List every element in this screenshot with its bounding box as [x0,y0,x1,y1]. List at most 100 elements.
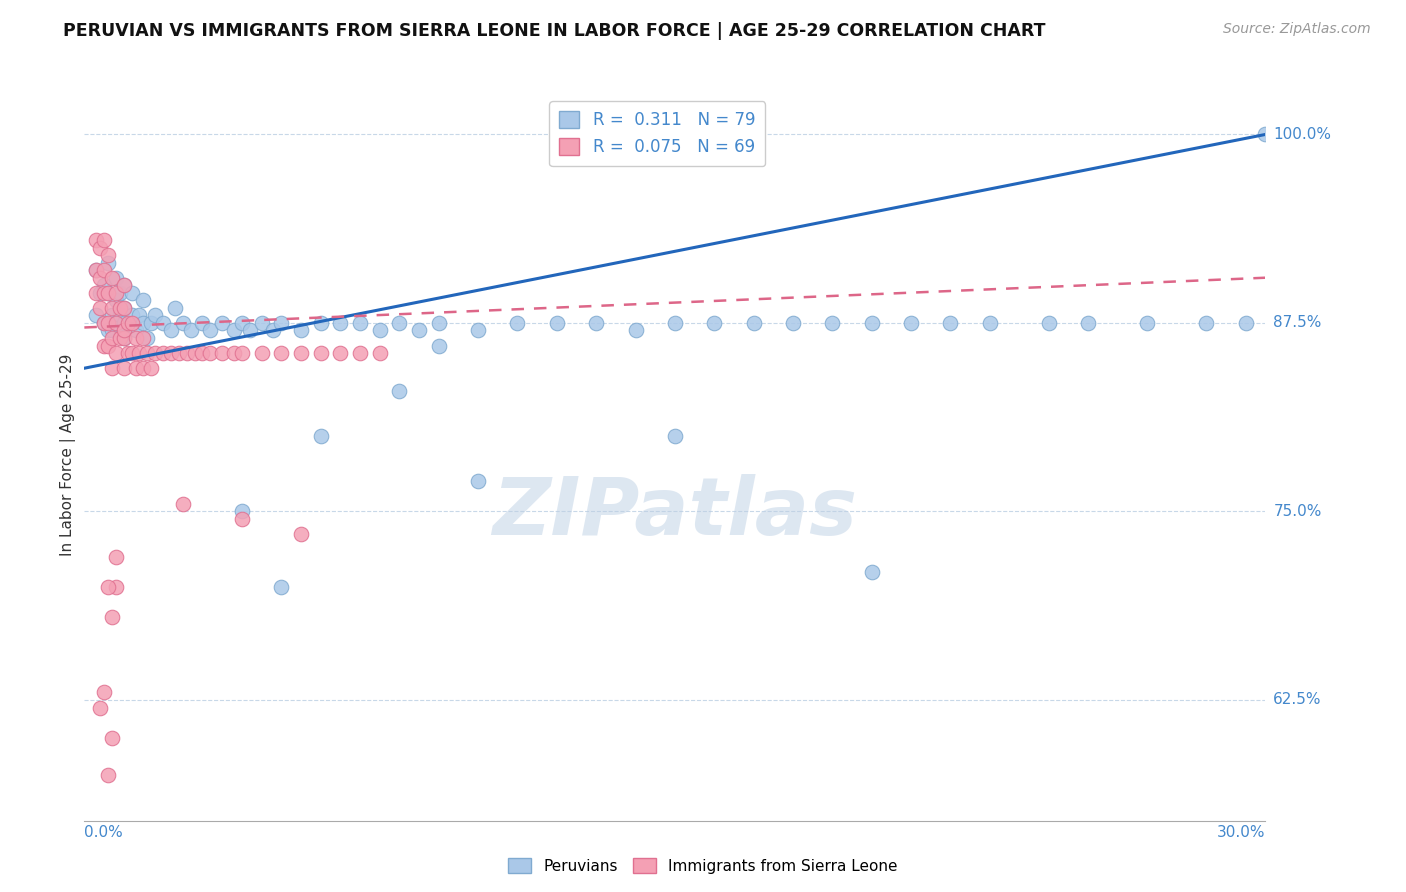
Point [89,270,111,285]
Point [703,316,725,330]
Point [101,324,124,338]
Point [191,316,214,330]
Point [97,338,120,352]
Point [89,301,111,315]
Point [112,331,135,345]
Point [117,316,139,330]
Point [124,324,146,338]
Point [112,361,135,376]
Point [368,346,391,360]
Point [467,475,489,489]
Point [231,504,253,518]
Point [104,549,127,564]
Point [121,309,143,323]
Text: 87.5%: 87.5% [1274,316,1322,330]
Point [222,324,245,338]
Point [585,316,607,330]
Point [270,346,292,360]
Point [97,285,120,300]
Point [121,285,143,300]
Point [408,324,430,338]
Y-axis label: In Labor Force | Age 25-29: In Labor Force | Age 25-29 [60,354,76,556]
Point [101,331,124,345]
Point [112,278,135,293]
Point [97,285,120,300]
Legend: Peruvians, Immigrants from Sierra Leone: Peruvians, Immigrants from Sierra Leone [502,852,904,880]
Point [89,700,111,714]
Point [141,361,163,376]
Text: 75.0%: 75.0% [1274,504,1322,519]
Point [1038,316,1060,330]
Point [200,346,222,360]
Point [108,309,131,323]
Point [136,346,159,360]
Point [112,331,135,345]
Point [101,301,124,315]
Point [143,309,166,323]
Point [93,263,115,277]
Point [124,361,146,376]
Point [152,346,174,360]
Point [108,331,131,345]
Point [97,324,120,338]
Point [117,346,139,360]
Point [211,346,233,360]
Point [104,270,127,285]
Point [1254,128,1277,142]
Point [112,301,135,315]
Point [112,324,135,338]
Point [262,324,284,338]
Point [388,316,411,330]
Point [1234,316,1257,330]
Point [132,331,155,345]
Point [97,580,120,594]
Point [231,512,253,526]
Point [1077,316,1099,330]
Point [270,316,292,330]
Point [239,324,262,338]
Point [270,580,292,594]
Point [84,263,107,277]
Point [349,316,371,330]
Point [290,346,312,360]
Point [250,316,273,330]
Point [132,293,155,308]
Point [329,346,352,360]
Point [200,324,222,338]
Point [97,248,120,262]
Point [349,346,371,360]
Point [84,309,107,323]
Point [112,278,135,293]
Point [172,497,194,511]
Point [97,316,120,330]
Point [309,429,332,443]
Point [624,324,647,338]
Point [89,285,111,300]
Text: PERUVIAN VS IMMIGRANTS FROM SIERRA LEONE IN LABOR FORCE | AGE 25-29 CORRELATION : PERUVIAN VS IMMIGRANTS FROM SIERRA LEONE… [63,22,1046,40]
Point [101,610,124,624]
Point [84,285,107,300]
Point [290,324,312,338]
Point [101,731,124,745]
Point [664,429,686,443]
Point [309,316,332,330]
Point [112,316,135,330]
Point [211,316,233,330]
Text: Source: ZipAtlas.com: Source: ZipAtlas.com [1223,22,1371,37]
Point [136,331,159,345]
Text: ZIPatlas: ZIPatlas [492,475,858,552]
Point [108,285,131,300]
Point [132,361,155,376]
Point [104,285,127,300]
Point [124,331,146,345]
Point [104,316,127,330]
Point [108,301,131,315]
Legend: R =  0.311   N = 79, R =  0.075   N = 69: R = 0.311 N = 79, R = 0.075 N = 69 [550,101,765,166]
Point [101,270,124,285]
Point [231,316,253,330]
Point [97,768,120,782]
Point [93,338,115,352]
Point [427,338,450,352]
Point [104,580,127,594]
Point [742,316,765,330]
